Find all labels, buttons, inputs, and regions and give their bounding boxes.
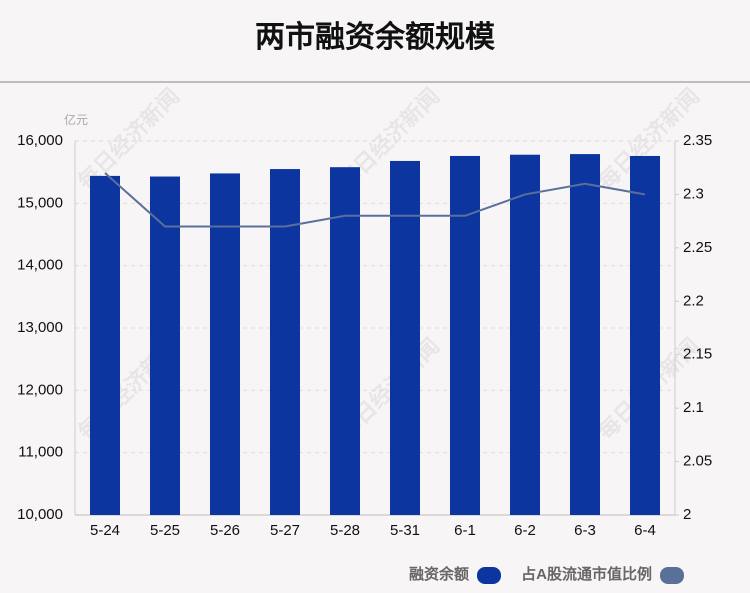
y2-tick-label: 2.3: [683, 185, 704, 202]
x-tick-label: 5-27: [270, 522, 300, 539]
x-tick-label: 6-4: [634, 522, 656, 539]
y-tick-label: 15,000: [17, 194, 63, 211]
y-unit: 亿元: [64, 112, 88, 127]
y-tick-label: 11,000: [18, 444, 63, 461]
bar: [450, 155, 480, 515]
bar: [510, 154, 540, 516]
chart-title: 两市融资余额规模: [255, 20, 495, 54]
bar: [570, 154, 600, 515]
legend-swatch: [477, 567, 501, 584]
x-tick-label: 5-28: [330, 522, 360, 539]
y2-tick-label: 2.15: [683, 346, 712, 363]
bar: [270, 169, 300, 516]
y-tick-label: 12,000: [17, 381, 63, 398]
x-tick-label: 5-26: [210, 522, 240, 539]
x-tick-label: 6-3: [574, 522, 596, 539]
legend-label: 占A股流通市值比例: [521, 565, 652, 583]
legend-label: 融资余额: [409, 565, 469, 583]
x-tick-label: 5-24: [90, 522, 120, 539]
bar: [630, 155, 660, 515]
y-tick-label: 14,000: [17, 257, 63, 274]
x-tick-label: 5-25: [150, 522, 180, 539]
y-tick-label: 16,000: [17, 132, 63, 149]
bar: [90, 175, 120, 515]
y2-tick-label: 2.1: [683, 399, 704, 416]
y2-tick-label: 2.2: [683, 292, 704, 309]
bar: [390, 160, 420, 516]
x-tick-label: 6-2: [514, 522, 536, 539]
y2-tick-label: 2.35: [683, 132, 712, 149]
x-tick-label: 6-1: [454, 522, 476, 539]
bar: [150, 176, 180, 515]
legend-swatch: [660, 567, 684, 584]
y-tick-label: 13,000: [17, 319, 63, 336]
y2-tick-label: 2: [683, 506, 691, 523]
y2-tick-label: 2.25: [683, 239, 712, 256]
bar: [210, 173, 240, 515]
bar: [330, 167, 360, 515]
y2-tick-label: 2.05: [683, 453, 712, 470]
x-tick-label: 5-31: [390, 522, 420, 539]
y-tick-label: 10,000: [17, 506, 63, 523]
line: [104, 172, 646, 228]
